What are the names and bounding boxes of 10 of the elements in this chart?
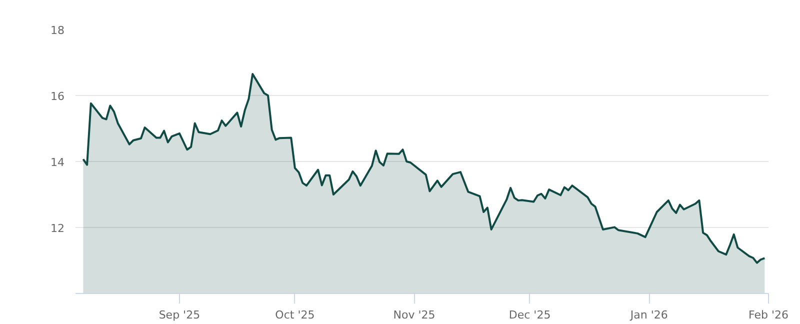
y-tick-label: 16: [50, 90, 65, 103]
y-tick-label: 18: [50, 24, 65, 37]
x-tick-label: Oct '25: [275, 308, 315, 322]
x-tick-label: Feb '26: [748, 308, 789, 322]
y-tick-label: 14: [50, 156, 65, 169]
x-tick-label: Sep '25: [158, 308, 200, 322]
x-tick-label: Dec '25: [508, 308, 551, 322]
x-tick-label: Nov '25: [393, 308, 436, 322]
x-tick-label: Jan '26: [629, 308, 668, 322]
y-tick-label: 12: [50, 222, 65, 235]
